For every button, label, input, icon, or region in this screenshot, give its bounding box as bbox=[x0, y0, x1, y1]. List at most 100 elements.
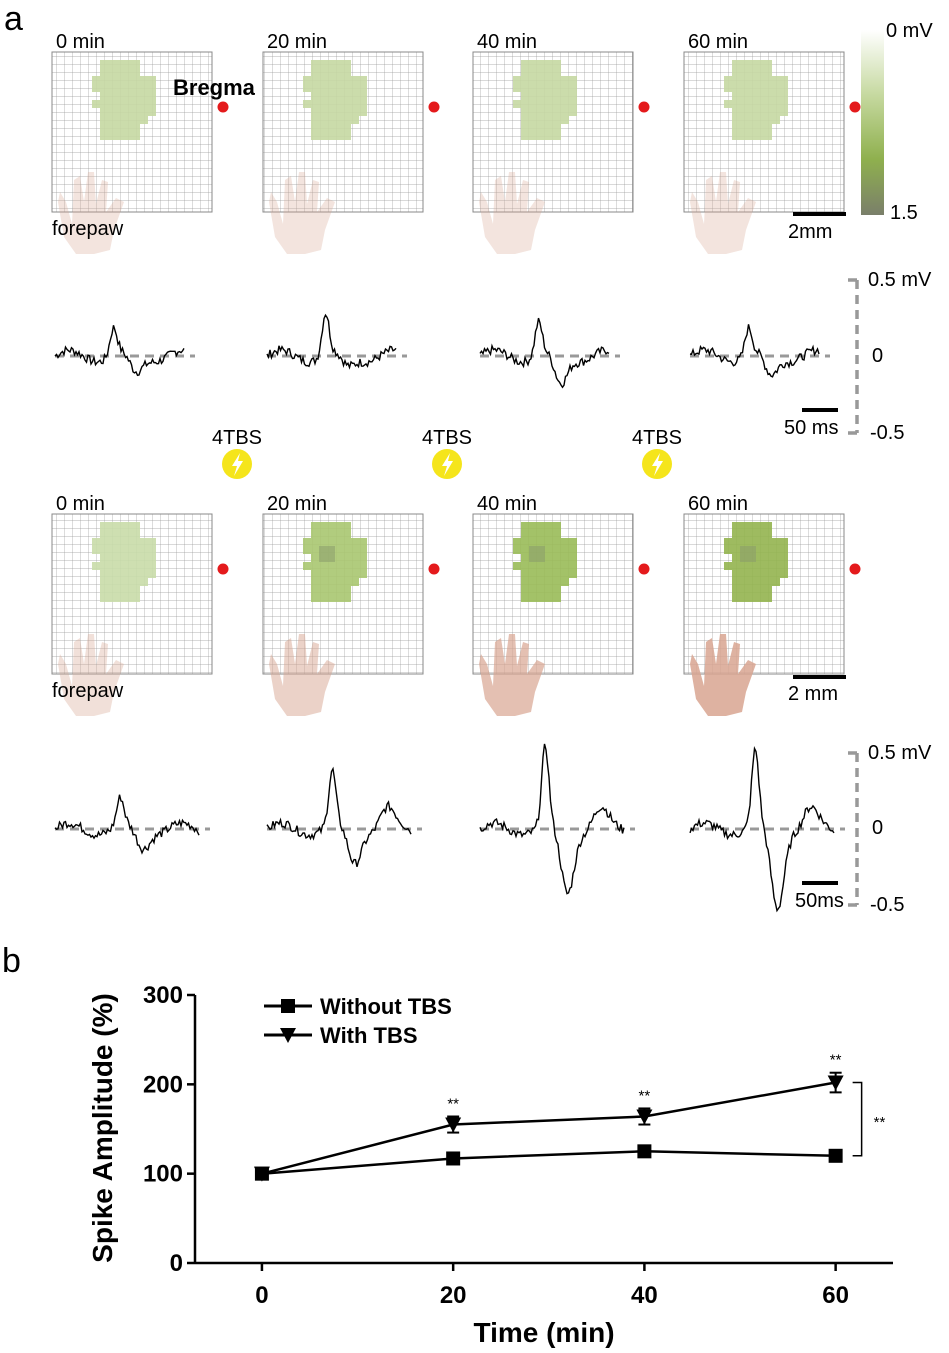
roi-row bbox=[724, 562, 788, 570]
top-bregma-dot-3 bbox=[849, 101, 861, 113]
series-0 bbox=[254, 1144, 843, 1181]
time-scalebar-top-label: 50 ms bbox=[784, 417, 838, 439]
roi-row bbox=[521, 530, 561, 538]
top-map-2: 40 min bbox=[472, 31, 650, 254]
data-point bbox=[446, 1151, 461, 1166]
roi-row bbox=[311, 530, 351, 538]
roi-row bbox=[100, 124, 140, 132]
bottom-time-label-2: 40 min bbox=[477, 493, 537, 515]
colorbar-min-label: 1.5 bbox=[890, 202, 918, 224]
forepaw-label-top: forepaw bbox=[52, 218, 124, 240]
voltage-top-zero: 0 bbox=[872, 345, 883, 367]
roi-row bbox=[100, 594, 140, 602]
bottom-map-0: 0 min bbox=[51, 493, 229, 716]
roi-row bbox=[311, 60, 351, 68]
data-point bbox=[445, 1117, 462, 1133]
roi-row bbox=[732, 530, 772, 538]
top-time-label-1: 20 min bbox=[267, 31, 327, 53]
roi-row bbox=[724, 100, 788, 108]
maps-row-bottom: 0 min 20 min 40 min 60 min bbox=[51, 493, 861, 716]
map-scalebar-top-label: 2mm bbox=[788, 221, 832, 243]
x-tick-label: 20 bbox=[440, 1282, 467, 1309]
roi-row bbox=[100, 570, 156, 578]
voltage-bottom-max: 0.5 mV bbox=[868, 742, 932, 764]
y-tick-label: 100 bbox=[143, 1161, 183, 1188]
panel-a-label: a bbox=[4, 0, 23, 38]
trace-top-2 bbox=[479, 317, 610, 389]
roi-row bbox=[311, 570, 367, 578]
roi-row bbox=[303, 84, 367, 92]
lightning-bolt-icon bbox=[432, 449, 462, 479]
legend-label: Without TBS bbox=[320, 994, 452, 1019]
bottom-bregma-dot-1 bbox=[428, 563, 440, 575]
roi-row bbox=[100, 522, 140, 530]
time-scalebar-bottom-label: 50ms bbox=[795, 890, 844, 912]
trace-top-1 bbox=[266, 313, 397, 370]
roi-row bbox=[521, 522, 561, 530]
data-point bbox=[827, 1075, 844, 1091]
roi-row bbox=[311, 586, 351, 594]
roi-row bbox=[311, 124, 351, 132]
roi-row bbox=[521, 68, 561, 76]
roi-row bbox=[724, 84, 788, 92]
significance-mark: ** bbox=[639, 1087, 651, 1104]
significance-mark: ** bbox=[447, 1095, 459, 1112]
roi-row bbox=[100, 586, 140, 594]
top-time-label-0: 0 min bbox=[56, 31, 105, 53]
bottom-bregma-dot-0 bbox=[217, 563, 229, 575]
spike-amplitude-chart: 0 100 200 300 0 20 40 60 Time (min) Spike Amplitu… bbox=[87, 982, 893, 1348]
roi-row bbox=[100, 116, 148, 124]
roi-row bbox=[732, 92, 788, 100]
panel-b-label: b bbox=[2, 942, 21, 980]
roi-row bbox=[100, 68, 140, 76]
roi-row bbox=[311, 132, 351, 140]
x-tick-label: 40 bbox=[631, 1282, 658, 1309]
top-forepaw-silhouette-0 bbox=[58, 172, 124, 254]
trace-bottom-3 bbox=[689, 746, 835, 913]
roi-row bbox=[303, 76, 367, 84]
voltage-top-min: -0.5 bbox=[870, 422, 904, 444]
data-point bbox=[637, 1144, 652, 1159]
bottom-map-roi-1 bbox=[303, 522, 367, 602]
stim-label-0: 4TBS bbox=[212, 427, 262, 449]
y-axis-title: Spike Amplitude (%) bbox=[87, 993, 118, 1263]
roi-row bbox=[311, 522, 351, 530]
y-tick-label: 0 bbox=[170, 1250, 183, 1277]
stimulation-markers: 4TBS 4TBS 4TBS bbox=[212, 427, 682, 479]
bottom-bregma-dot-3 bbox=[849, 563, 861, 575]
series-line bbox=[261, 1081, 836, 1175]
roi-row bbox=[521, 108, 577, 116]
roi-row bbox=[311, 594, 351, 602]
y-tick-label: 200 bbox=[143, 1071, 183, 1098]
top-map-roi-3 bbox=[724, 60, 788, 140]
roi-row bbox=[521, 124, 561, 132]
roi-row bbox=[732, 132, 772, 140]
top-map-roi-1 bbox=[303, 60, 367, 140]
top-bregma-dot-2 bbox=[638, 101, 650, 113]
lightning-bolt-icon-glyph bbox=[652, 453, 663, 476]
roi-row bbox=[521, 92, 577, 100]
bottom-forepaw-silhouette-3 bbox=[690, 634, 756, 716]
bottom-map-3: 60 min bbox=[683, 493, 861, 716]
maps-row-top: 0 min 20 min 40 min 60 min bbox=[51, 31, 861, 254]
x-tick-label: 0 bbox=[255, 1282, 268, 1309]
roi-row bbox=[92, 562, 156, 570]
bottom-map-roi-3 bbox=[724, 522, 788, 602]
roi-row bbox=[311, 108, 367, 116]
lightning-bolt-icon bbox=[222, 449, 252, 479]
roi-row bbox=[732, 60, 772, 68]
roi-row bbox=[732, 594, 772, 602]
bottom-time-label-1: 20 min bbox=[267, 493, 327, 515]
significance-mark: ** bbox=[830, 1052, 842, 1069]
roi-row bbox=[303, 562, 367, 570]
voltage-top-max: 0.5 mV bbox=[868, 269, 932, 291]
stim-label-1: 4TBS bbox=[422, 427, 472, 449]
roi-row bbox=[521, 554, 577, 562]
legend-marker bbox=[280, 1028, 296, 1043]
legend-entry: With TBS bbox=[264, 1023, 418, 1048]
roi-row bbox=[311, 578, 359, 586]
roi-row bbox=[732, 522, 772, 530]
series-1 bbox=[253, 1071, 844, 1182]
top-time-label-2: 40 min bbox=[477, 31, 537, 53]
